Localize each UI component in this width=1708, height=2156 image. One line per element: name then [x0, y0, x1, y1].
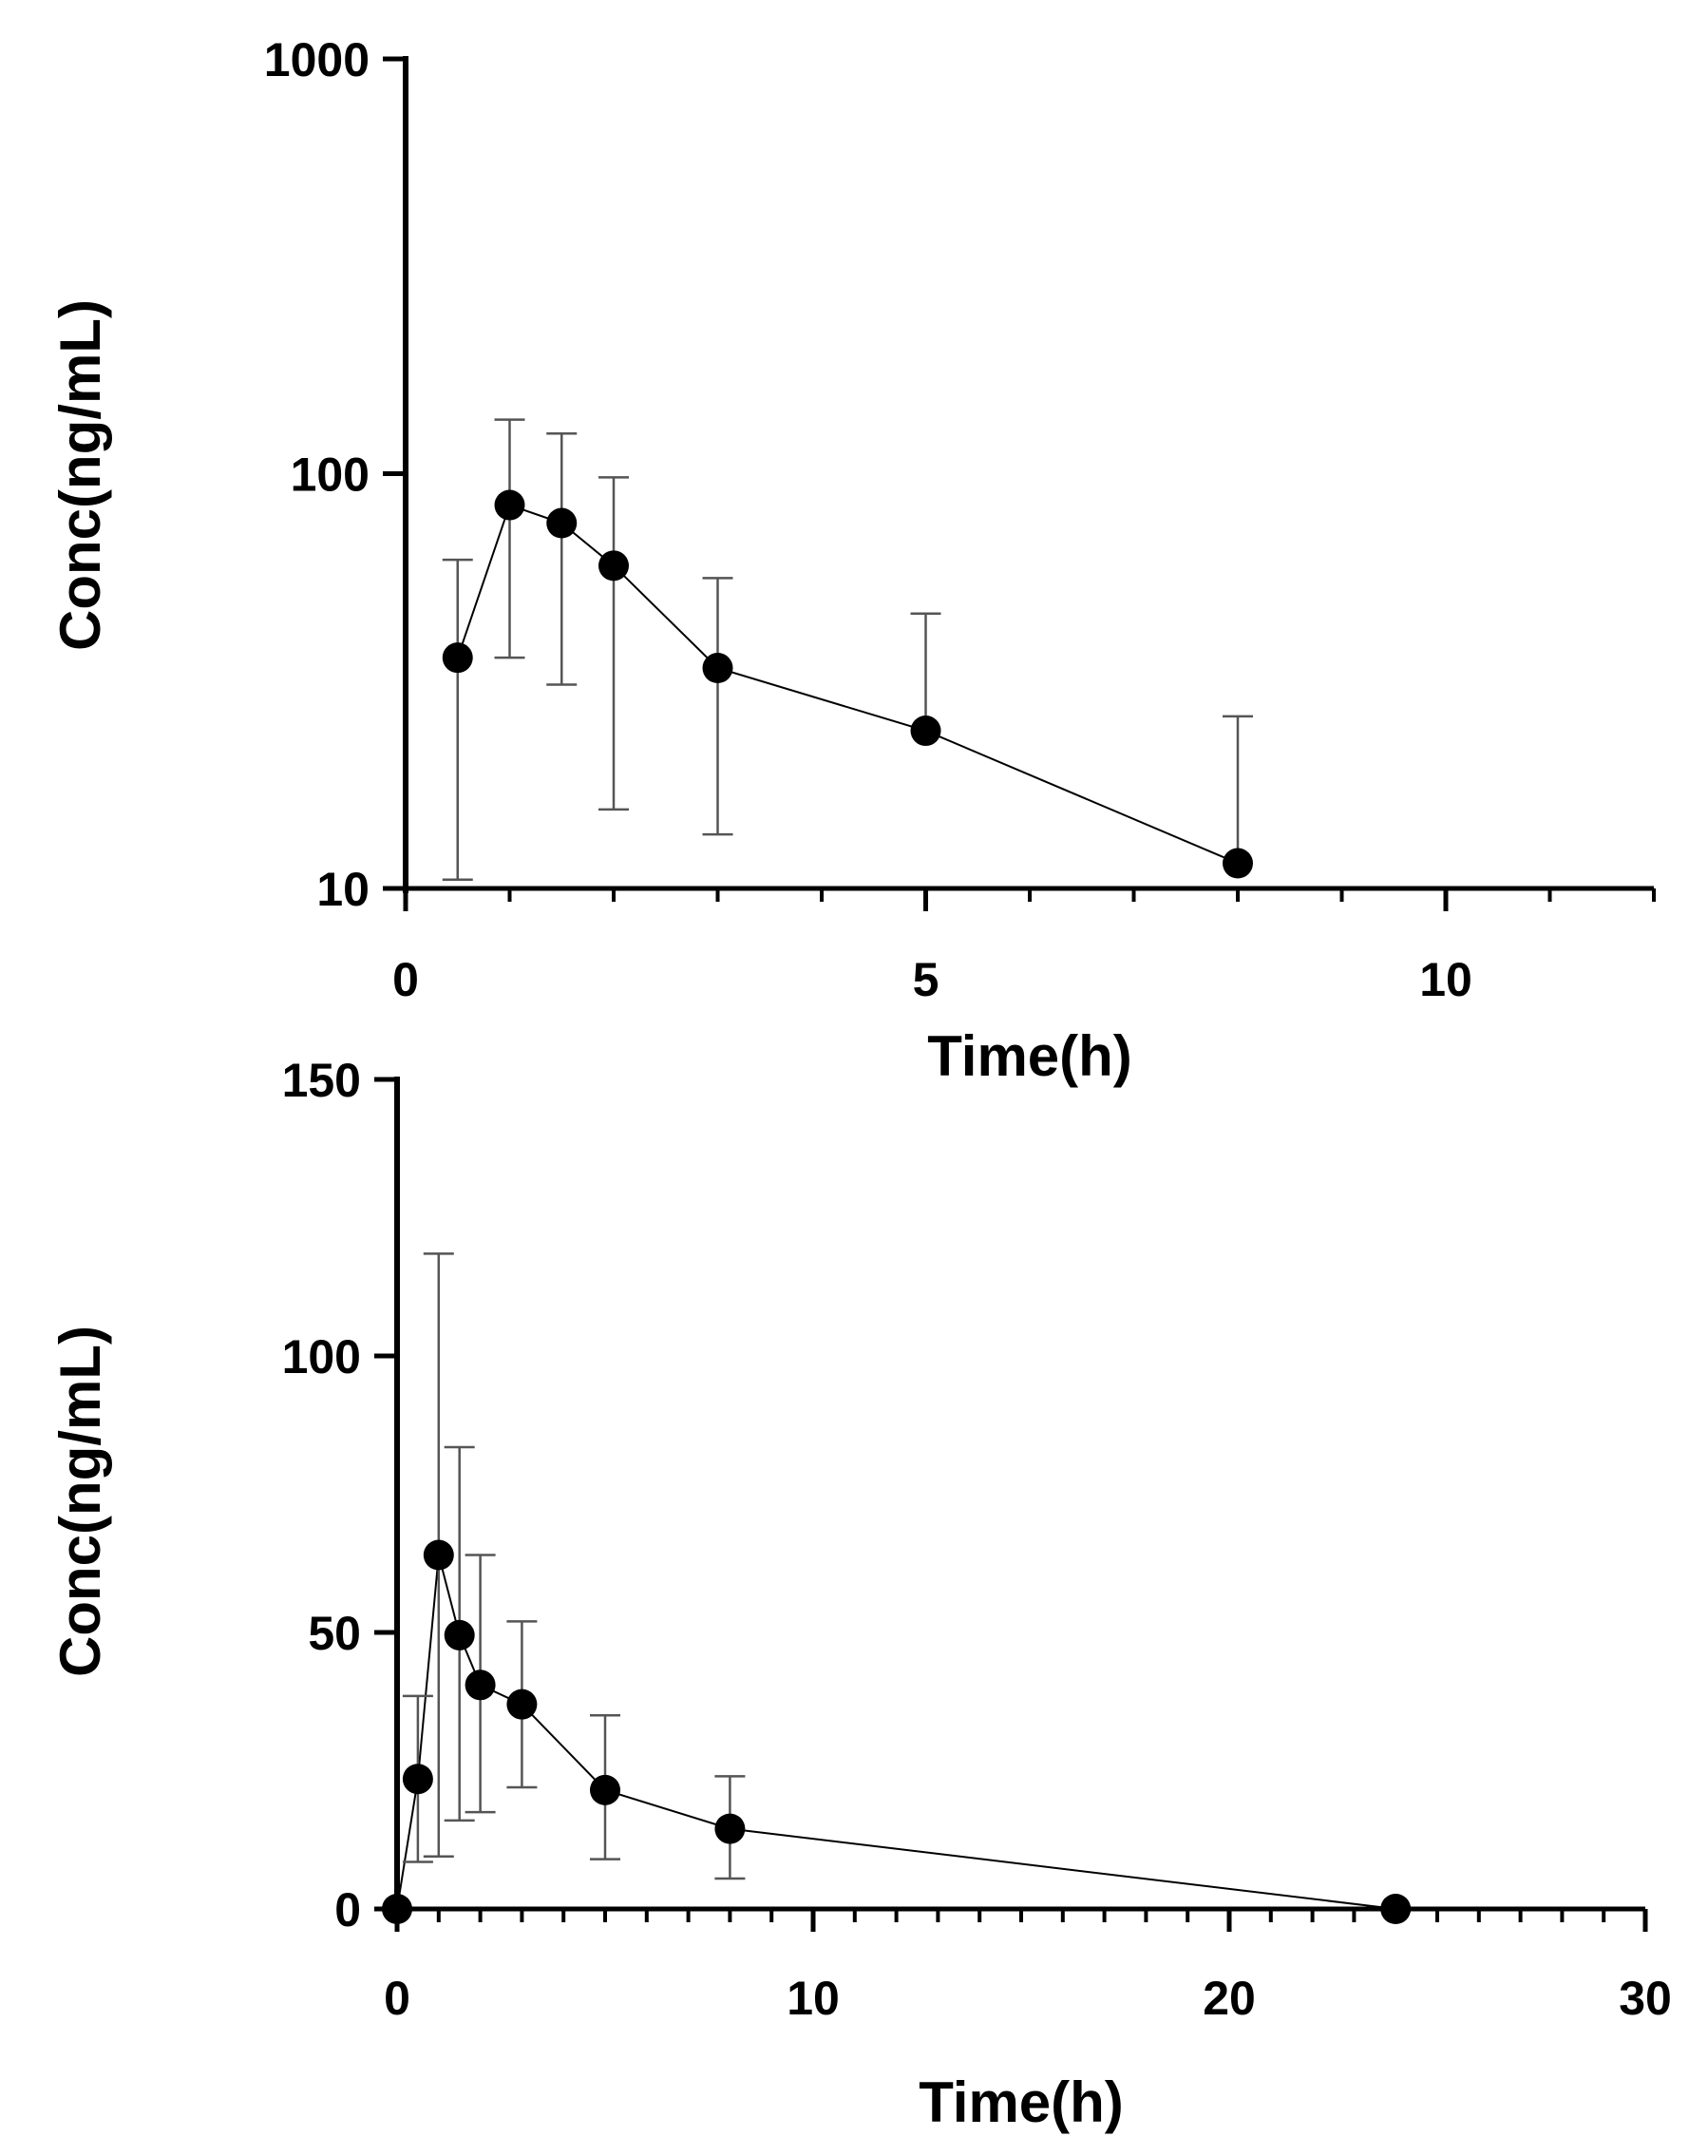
- y-tick-label: 100: [282, 1330, 361, 1383]
- y-tick-label: 10: [316, 863, 370, 916]
- data-point: [506, 1689, 538, 1720]
- data-point: [382, 1894, 412, 1924]
- x-tick-label: 10: [787, 1972, 840, 2025]
- y-tick-label: 150: [282, 1054, 361, 1107]
- data-point: [598, 550, 629, 582]
- y-tick-label: 50: [308, 1607, 361, 1660]
- data-point: [444, 1619, 475, 1650]
- x-tick-label: 20: [1203, 1972, 1256, 2025]
- data-point: [702, 653, 733, 684]
- x-tick-label: 0: [392, 953, 419, 1006]
- x-tick-label: 5: [913, 953, 939, 1006]
- x-tick-label: 10: [1419, 953, 1472, 1006]
- series-line: [396, 1555, 1396, 1910]
- y-tick-label: 100: [291, 448, 370, 502]
- x-axis-title: Time(h): [919, 2070, 1124, 2134]
- x-tick-label: 30: [1619, 1972, 1672, 2025]
- log-scale-chart-panel: 0 5 10 10 100 1000 Time(h) Conc(ng/mL): [48, 33, 1656, 1088]
- data-point: [714, 1813, 746, 1844]
- data-point: [546, 507, 578, 539]
- data-point: [465, 1669, 496, 1701]
- linear-scale-chart-panel: 0 10 20 30 0 50 100 150 Time(h) Conc(ng/mL): [48, 1054, 1672, 2134]
- data-point: [910, 715, 941, 747]
- data-point: [590, 1774, 620, 1805]
- y-tick-label: 0: [334, 1883, 361, 1937]
- data-point: [402, 1764, 433, 1795]
- y-tick-label: 1000: [264, 33, 370, 86]
- data-point: [1223, 848, 1253, 879]
- data-point: [1380, 1894, 1412, 1924]
- x-axis-title: Time(h): [927, 1024, 1132, 1088]
- y-axis-title: Conc(ng/mL): [48, 299, 112, 651]
- data-point: [494, 489, 525, 521]
- y-axis-title: Conc(ng/mL): [48, 1326, 112, 1677]
- x-tick-label: 0: [384, 1972, 410, 2025]
- data-point: [423, 1539, 454, 1571]
- data-point: [442, 642, 473, 674]
